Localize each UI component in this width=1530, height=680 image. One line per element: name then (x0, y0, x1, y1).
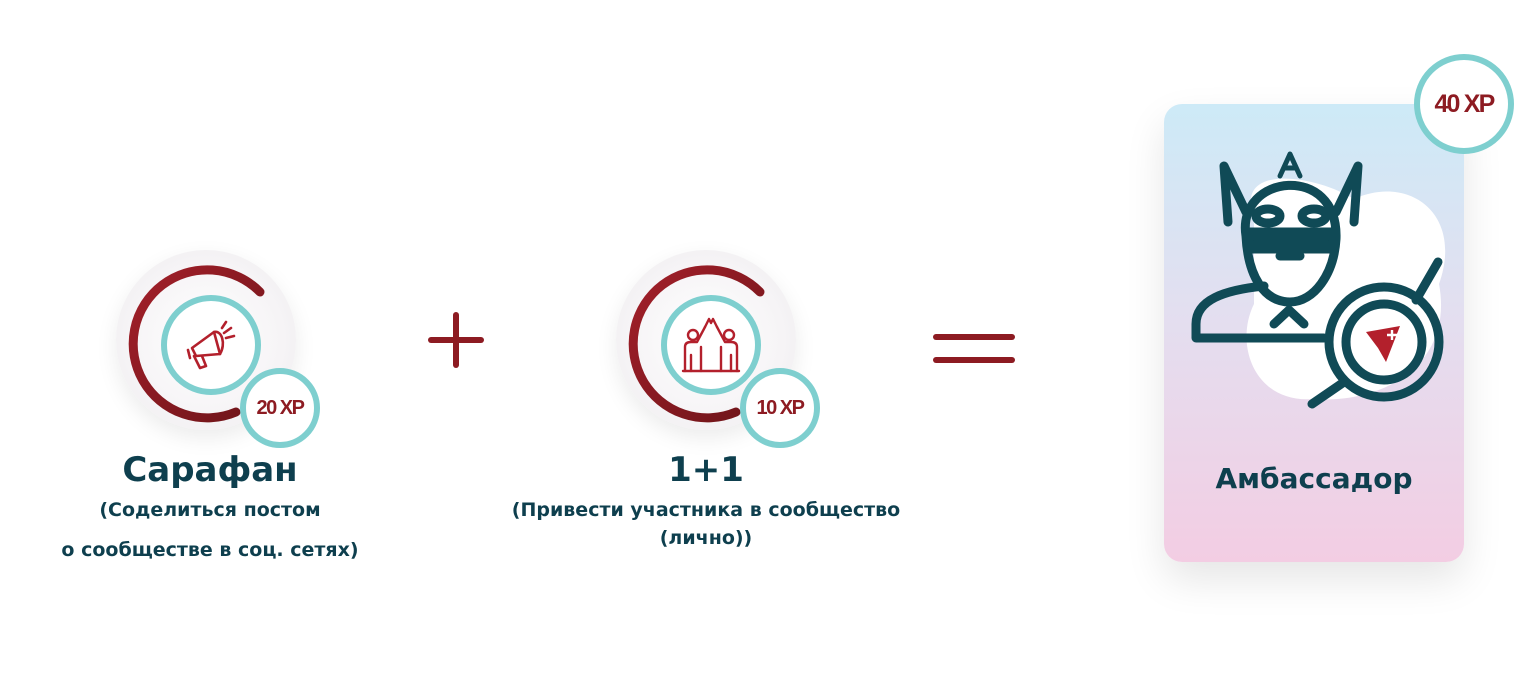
megaphone-icon (186, 320, 236, 370)
achievement-badge-one-plus-one: 10 XP (606, 240, 820, 450)
superhero-magnifier-icon (1191, 151, 1446, 409)
result-title: Амбассадор (1215, 462, 1413, 495)
achievement-description-line1: (Привести участника в сообщество (511, 499, 901, 521)
result-xp-badge: 40 XP (1414, 54, 1514, 154)
progress-ring (128, 265, 265, 423)
xp-badge: 10 XP (740, 368, 820, 448)
people-high-five-icon (681, 317, 741, 373)
achievement-title: 1+1 (668, 450, 744, 490)
icon-circle (161, 295, 261, 395)
xp-badge: 20 XP (240, 368, 320, 448)
icon-circle (661, 295, 761, 395)
achievement-description-line2: о сообществе в соц. сетях) (61, 539, 359, 561)
achievement-description-line2: (лично)) (659, 527, 753, 549)
result-card (1164, 104, 1464, 562)
achievement-description-line1: (Соделиться постом (99, 499, 321, 521)
achievement-badge-sarafan: 20 XP (106, 240, 320, 450)
progress-ring (628, 265, 765, 423)
achievement-title: Сарафан (122, 450, 298, 490)
